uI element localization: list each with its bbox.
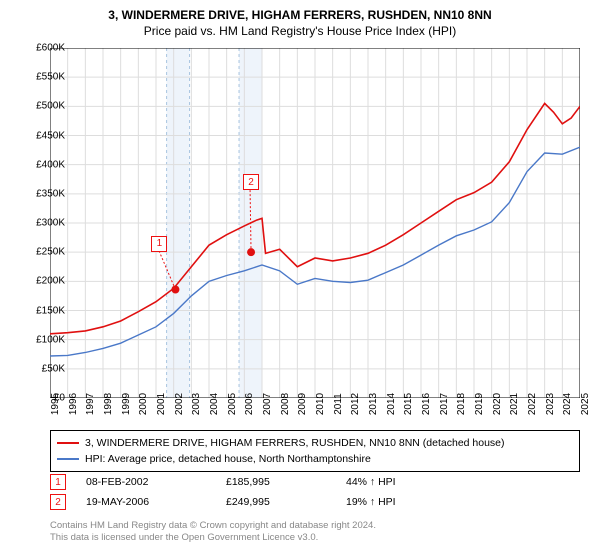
y-axis-tick-label: £600K — [23, 43, 65, 54]
x-axis-tick-label: 2008 — [280, 393, 291, 415]
x-axis-tick-label: 2022 — [527, 393, 538, 415]
y-axis-tick-label: £350K — [23, 188, 65, 199]
chart-area — [50, 48, 580, 398]
marker-index-icon: 2 — [50, 494, 66, 510]
x-axis-tick-label: 2010 — [315, 393, 326, 415]
x-axis-tick-label: 2002 — [174, 393, 185, 415]
x-axis-tick-label: 2016 — [421, 393, 432, 415]
footer-attribution: Contains HM Land Registry data © Crown c… — [50, 520, 580, 544]
x-axis-tick-label: 2024 — [562, 393, 573, 415]
y-axis-tick-label: £50K — [23, 363, 65, 374]
transaction-price: £185,995 — [226, 476, 346, 488]
y-axis-tick-label: £200K — [23, 276, 65, 287]
legend-label: HPI: Average price, detached house, Nort… — [85, 453, 371, 465]
legend: 3, WINDERMERE DRIVE, HIGHAM FERRERS, RUS… — [50, 430, 580, 472]
x-axis-tick-label: 2003 — [191, 393, 202, 415]
x-axis-tick-label: 1995 — [50, 393, 61, 415]
transactions-table: 1 08-FEB-2002 £185,995 44% ↑ HPI 2 19-MA… — [50, 472, 580, 512]
chart-marker-callout: 1 — [151, 236, 167, 252]
transaction-delta: 19% ↑ HPI — [346, 496, 466, 508]
y-axis-tick-label: £150K — [23, 305, 65, 316]
x-axis-tick-label: 2004 — [209, 393, 220, 415]
y-axis-tick-label: £450K — [23, 130, 65, 141]
y-axis-tick-label: £300K — [23, 218, 65, 229]
legend-swatch — [57, 458, 79, 460]
y-axis-tick-label: £250K — [23, 247, 65, 258]
marker-index-icon: 1 — [50, 474, 66, 490]
legend-item-price-paid: 3, WINDERMERE DRIVE, HIGHAM FERRERS, RUS… — [57, 435, 573, 451]
x-axis-tick-label: 2021 — [509, 393, 520, 415]
x-axis-tick-label: 2023 — [545, 393, 556, 415]
x-axis-tick-label: 2014 — [386, 393, 397, 415]
transaction-price: £249,995 — [226, 496, 346, 508]
x-axis-tick-label: 2000 — [138, 393, 149, 415]
x-axis-tick-label: 2011 — [333, 393, 344, 415]
x-axis-tick-label: 1998 — [103, 393, 114, 415]
x-axis-tick-label: 1997 — [85, 393, 96, 415]
x-axis-tick-label: 2006 — [244, 393, 255, 415]
transaction-date: 08-FEB-2002 — [86, 476, 226, 488]
transaction-row: 1 08-FEB-2002 £185,995 44% ↑ HPI — [50, 472, 580, 492]
x-axis-tick-label: 2013 — [368, 393, 379, 415]
x-axis-tick-label: 2015 — [403, 393, 414, 415]
x-axis-tick-label: 2025 — [580, 393, 591, 415]
line-chart — [50, 48, 580, 398]
x-axis-tick-label: 2009 — [297, 393, 308, 415]
legend-swatch — [57, 442, 79, 444]
x-axis-tick-label: 1996 — [68, 393, 79, 415]
x-axis-tick-label: 1999 — [121, 393, 132, 415]
footer-line: Contains HM Land Registry data © Crown c… — [50, 520, 580, 532]
x-axis-tick-label: 2007 — [262, 393, 273, 415]
x-axis-tick-label: 2017 — [439, 393, 450, 415]
y-axis-tick-label: £400K — [23, 159, 65, 170]
x-axis-tick-label: 2019 — [474, 393, 485, 415]
x-axis-tick-label: 2001 — [156, 393, 167, 415]
x-axis-tick-label: 2020 — [492, 393, 503, 415]
chart-title-line1: 3, WINDERMERE DRIVE, HIGHAM FERRERS, RUS… — [0, 8, 600, 22]
y-axis-tick-label: £500K — [23, 101, 65, 112]
x-axis-tick-label: 2018 — [456, 393, 467, 415]
transaction-date: 19-MAY-2006 — [86, 496, 226, 508]
legend-label: 3, WINDERMERE DRIVE, HIGHAM FERRERS, RUS… — [85, 437, 505, 449]
transaction-delta: 44% ↑ HPI — [346, 476, 466, 488]
x-axis-tick-label: 2012 — [350, 393, 361, 415]
y-axis-tick-label: £100K — [23, 334, 65, 345]
footer-line: This data is licensed under the Open Gov… — [50, 532, 580, 544]
x-axis-tick-label: 2005 — [227, 393, 238, 415]
legend-item-hpi: HPI: Average price, detached house, Nort… — [57, 451, 573, 467]
y-axis-tick-label: £550K — [23, 72, 65, 83]
transaction-row: 2 19-MAY-2006 £249,995 19% ↑ HPI — [50, 492, 580, 512]
chart-marker-callout: 2 — [243, 174, 259, 190]
chart-title-line2: Price paid vs. HM Land Registry's House … — [0, 24, 600, 38]
